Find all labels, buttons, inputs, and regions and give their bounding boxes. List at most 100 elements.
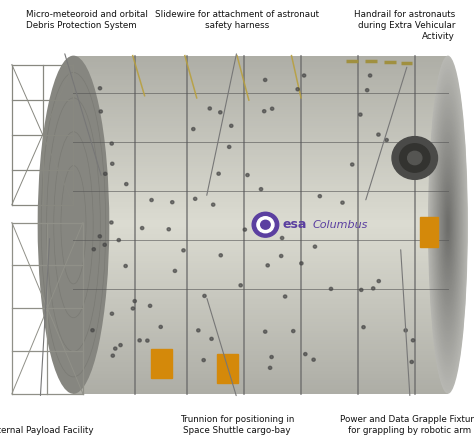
Text: Trunnion for positioning in
Space Shuttle cargo-bay: Trunnion for positioning in Space Shuttl… — [180, 415, 294, 435]
Bar — [73, 85, 448, 87]
Bar — [73, 112, 448, 114]
Ellipse shape — [442, 173, 454, 276]
Bar — [73, 200, 448, 202]
Ellipse shape — [442, 170, 454, 279]
Ellipse shape — [443, 184, 453, 265]
Ellipse shape — [429, 64, 467, 386]
Bar — [73, 193, 448, 195]
Ellipse shape — [444, 192, 452, 257]
Circle shape — [219, 254, 222, 257]
Bar — [73, 150, 448, 153]
Ellipse shape — [37, 56, 109, 394]
Circle shape — [173, 269, 177, 272]
Circle shape — [219, 111, 222, 114]
Bar — [73, 184, 448, 186]
Ellipse shape — [443, 178, 453, 271]
Bar — [73, 67, 448, 69]
Circle shape — [296, 88, 299, 91]
Bar — [73, 349, 448, 351]
Bar — [73, 236, 448, 238]
Ellipse shape — [445, 201, 451, 249]
Circle shape — [402, 166, 406, 169]
Bar — [73, 313, 448, 315]
Circle shape — [312, 358, 315, 361]
Bar — [73, 263, 448, 265]
Ellipse shape — [438, 135, 458, 315]
Bar — [73, 250, 448, 252]
Bar — [73, 392, 448, 394]
Ellipse shape — [432, 89, 464, 361]
Ellipse shape — [444, 190, 452, 260]
Bar — [73, 191, 448, 193]
Ellipse shape — [442, 176, 454, 274]
Circle shape — [98, 235, 101, 238]
Text: Handrail for astronauts
during Extra Vehicular
Activity: Handrail for astronauts during Extra Veh… — [354, 10, 455, 41]
Bar — [73, 101, 448, 103]
Circle shape — [292, 329, 295, 332]
Circle shape — [302, 74, 306, 77]
Ellipse shape — [439, 151, 456, 298]
Bar — [73, 123, 448, 125]
Bar — [73, 108, 448, 110]
Bar — [73, 385, 448, 387]
Bar — [73, 65, 448, 67]
Bar — [73, 180, 448, 182]
Circle shape — [124, 264, 128, 267]
Ellipse shape — [435, 110, 461, 339]
Circle shape — [217, 172, 220, 175]
Circle shape — [171, 201, 174, 204]
Ellipse shape — [434, 105, 462, 344]
Bar — [73, 238, 448, 240]
Ellipse shape — [433, 94, 463, 356]
Bar — [73, 243, 448, 245]
Bar — [73, 324, 448, 326]
Bar — [73, 148, 448, 150]
Ellipse shape — [434, 102, 462, 348]
Bar — [73, 283, 448, 286]
Bar — [73, 288, 448, 290]
Circle shape — [182, 249, 185, 252]
Ellipse shape — [430, 72, 466, 377]
Bar — [73, 117, 448, 119]
Bar — [73, 308, 448, 311]
Circle shape — [280, 255, 283, 258]
Bar — [73, 69, 448, 71]
Circle shape — [313, 245, 317, 248]
Circle shape — [264, 330, 267, 333]
Bar — [73, 130, 448, 132]
Circle shape — [104, 172, 107, 175]
Ellipse shape — [431, 86, 465, 364]
Ellipse shape — [433, 99, 463, 350]
Bar — [73, 195, 448, 198]
Bar — [73, 301, 448, 303]
Ellipse shape — [446, 206, 450, 243]
Circle shape — [264, 78, 267, 81]
Bar — [73, 227, 448, 229]
Bar — [73, 292, 448, 295]
Bar — [73, 326, 448, 328]
Circle shape — [103, 243, 106, 247]
Circle shape — [263, 109, 266, 113]
Bar — [73, 202, 448, 204]
Bar — [73, 159, 448, 162]
Bar — [73, 277, 448, 279]
Bar — [73, 335, 448, 337]
Bar — [73, 240, 448, 243]
Ellipse shape — [436, 121, 460, 328]
Bar — [73, 380, 448, 383]
Ellipse shape — [428, 61, 467, 388]
Circle shape — [318, 194, 321, 198]
Bar — [73, 74, 448, 76]
Bar — [73, 247, 448, 250]
Circle shape — [411, 339, 415, 342]
Ellipse shape — [434, 108, 462, 342]
Bar — [73, 178, 448, 180]
Bar — [73, 60, 448, 62]
Bar — [73, 175, 448, 178]
Bar — [73, 376, 448, 378]
Bar — [420, 217, 438, 247]
Ellipse shape — [447, 214, 449, 235]
Bar — [73, 333, 448, 335]
Bar — [73, 139, 448, 142]
Circle shape — [359, 113, 362, 116]
